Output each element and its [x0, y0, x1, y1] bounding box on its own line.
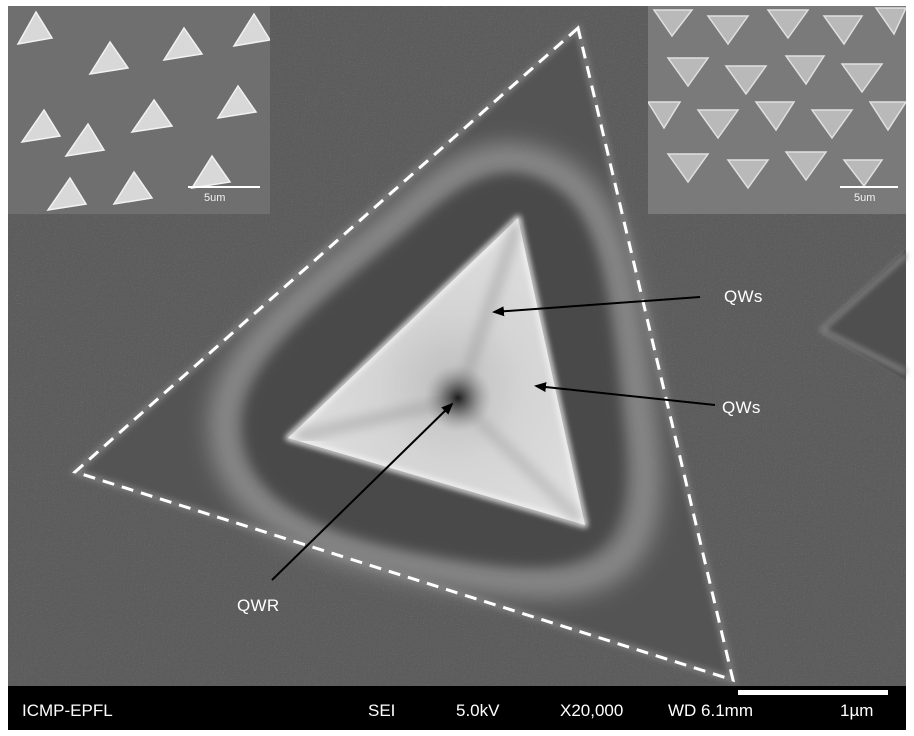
main-scale-bar: [738, 690, 888, 695]
magnification-label: X20,000: [560, 701, 624, 720]
sem-info-bar: ICMP-EPFL SEI 5.0kV X20,000 WD 6.1mm 1µm: [8, 686, 906, 730]
neighbor-pyramid: [820, 250, 906, 380]
scale-label-main: 1µm: [840, 701, 874, 720]
detector-label: SEI: [368, 701, 396, 720]
working-distance-label: WD 6.1mm: [668, 701, 753, 720]
label-qws-lower: QWs: [722, 398, 761, 417]
voltage-label: 5.0kV: [456, 701, 500, 720]
arrow-qwr: [271, 402, 454, 581]
label-qws-upper: QWs: [724, 287, 763, 306]
arrow-qws-upper: [492, 296, 701, 317]
inset-right-array: 5um: [648, 6, 906, 214]
inset-left-array: 5um: [8, 6, 270, 214]
label-qwr: QWR: [237, 596, 280, 615]
inset-left-scale-label: 5um: [204, 192, 226, 204]
inset-left-image: [8, 6, 270, 214]
inset-right-scale-label: 5um: [854, 192, 876, 204]
inset-right-image: [648, 6, 906, 214]
halo-ring: [209, 144, 660, 597]
institution-label: ICMP-EPFL: [22, 701, 113, 720]
arrow-qws-lower: [534, 382, 716, 406]
